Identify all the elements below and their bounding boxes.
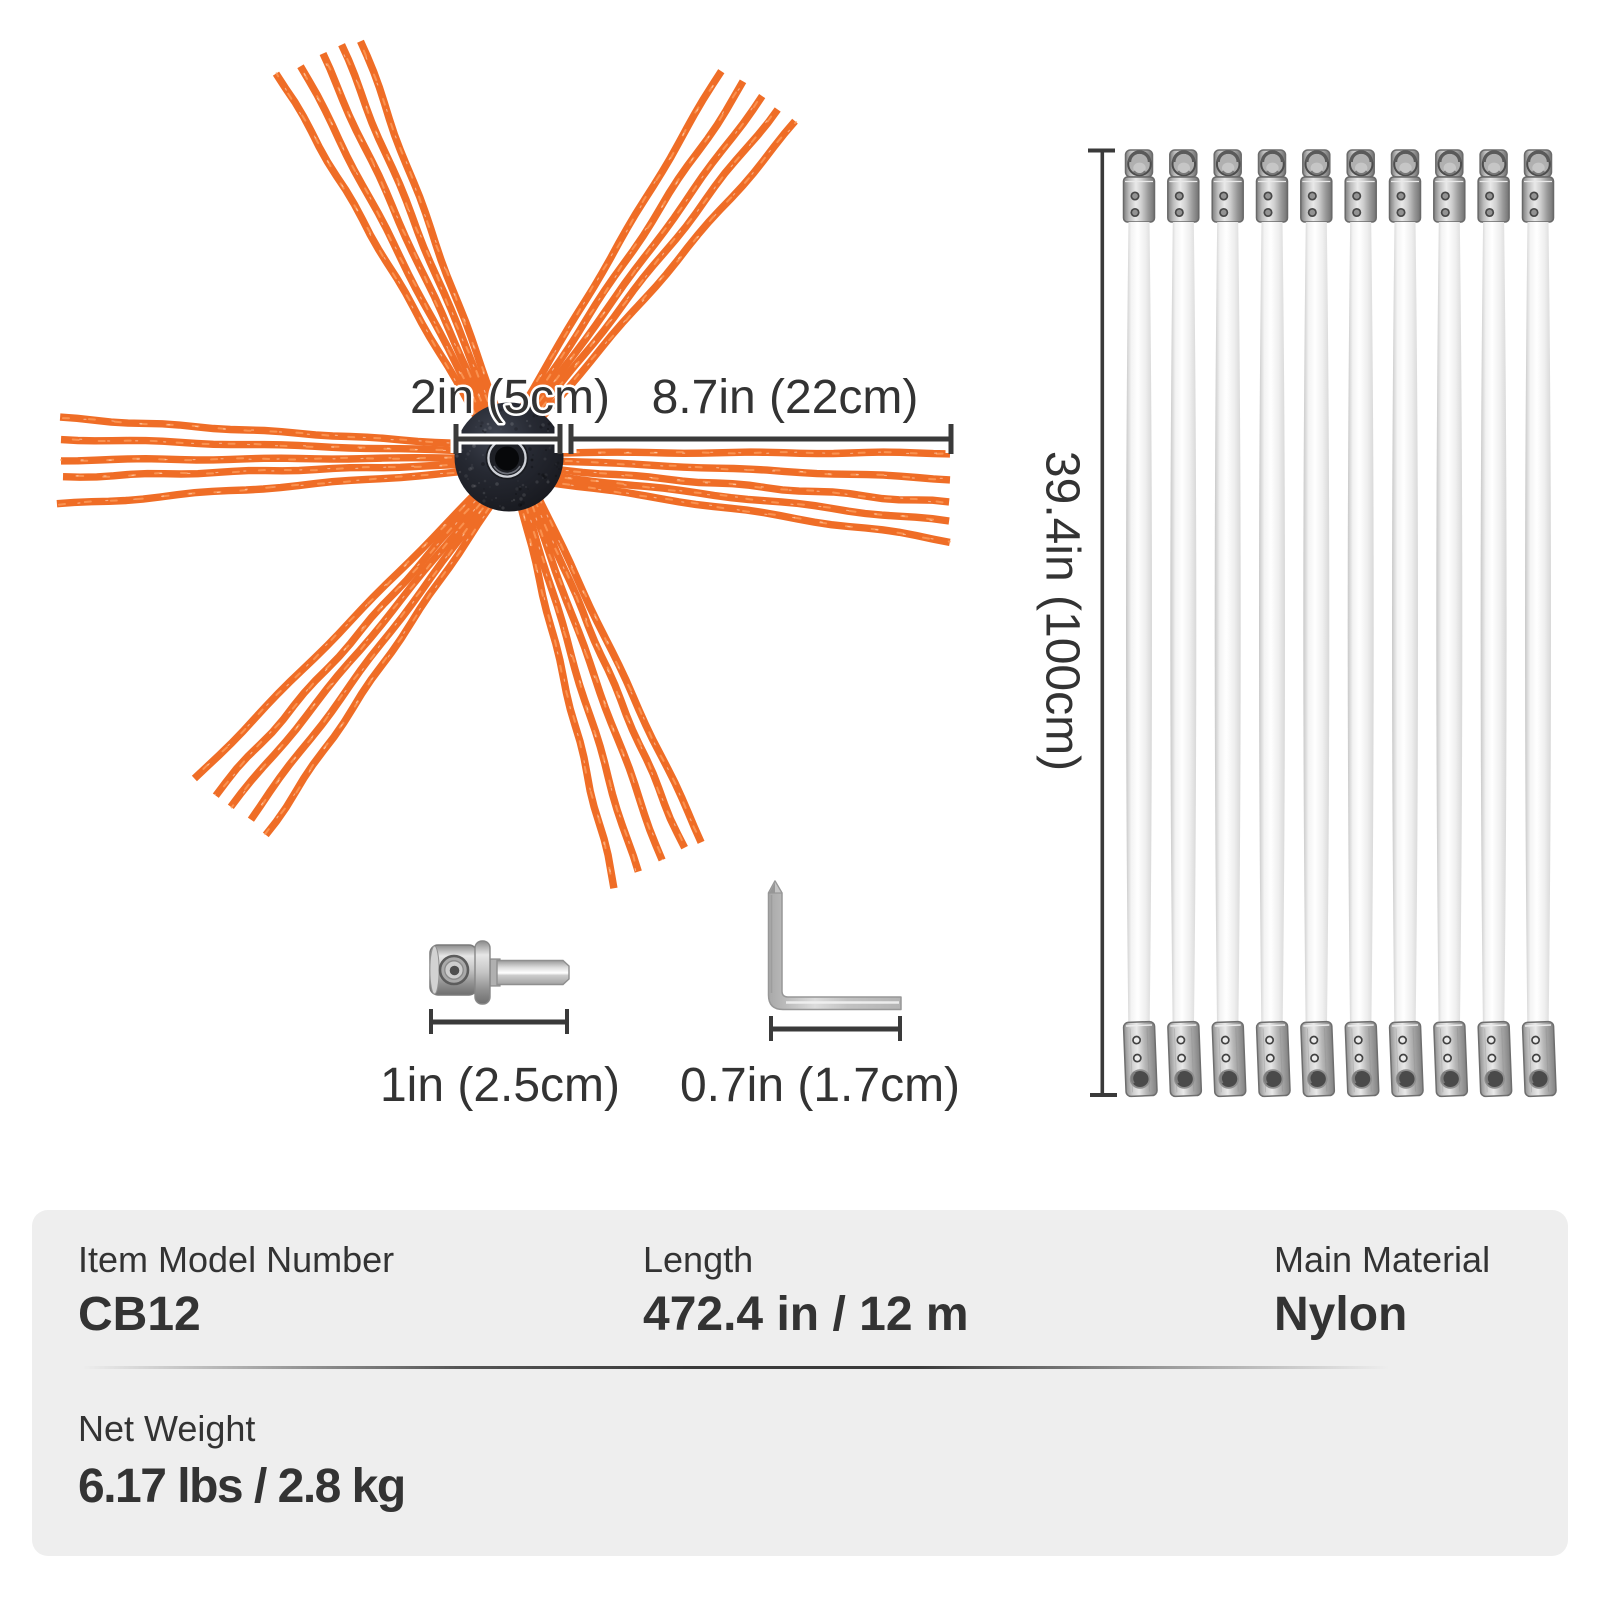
svg-text:472.4 in / 12 m: 472.4 in / 12 m <box>643 1288 969 1341</box>
svg-text:0.7in (1.7cm): 0.7in (1.7cm) <box>680 1059 960 1112</box>
svg-text:CB12: CB12 <box>78 1288 201 1341</box>
svg-text:Main Material: Main Material <box>1274 1239 1490 1280</box>
svg-text:Item Model Number: Item Model Number <box>78 1239 394 1280</box>
svg-text:39.4in (100cm): 39.4in (100cm) <box>1036 451 1089 771</box>
svg-text:8.7in (22cm): 8.7in (22cm) <box>652 371 919 424</box>
svg-text:2in (5cm): 2in (5cm) <box>410 371 610 424</box>
svg-text:Nylon: Nylon <box>1274 1288 1407 1341</box>
svg-text:1in (2.5cm): 1in (2.5cm) <box>380 1059 620 1112</box>
svg-text:6.17 lbs / 2.8 kg: 6.17 lbs / 2.8 kg <box>78 1460 405 1513</box>
svg-text:Length: Length <box>643 1239 753 1280</box>
svg-text:Net Weight: Net Weight <box>78 1408 255 1449</box>
